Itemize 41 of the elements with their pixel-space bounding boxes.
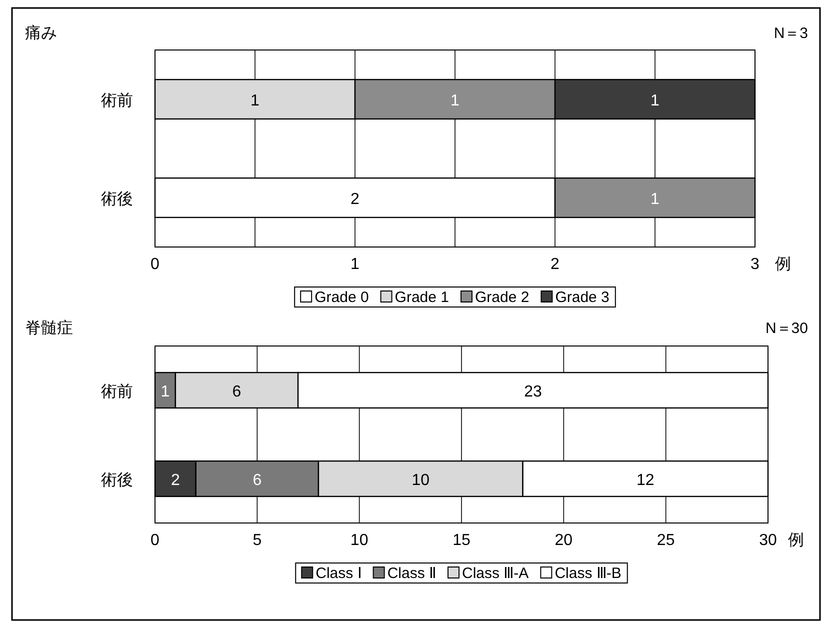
x-tick-label: 0 (150, 256, 160, 273)
y-tick-label: 術後 (101, 190, 133, 208)
data-label: 23 (524, 383, 542, 400)
text: N＝3 (774, 25, 808, 42)
legend-label: Grade 2 (475, 289, 530, 306)
x-axis-title: 例 (788, 532, 804, 549)
data-label: 6 (232, 383, 242, 400)
data-label: 1 (250, 92, 260, 110)
y-tick-label: 術後 (101, 470, 133, 489)
chart-title: 脊髄症 (25, 319, 73, 337)
y-tick-label: 術前 (101, 91, 133, 110)
data-label: 2 (170, 472, 180, 489)
x-tick-label: 5 (252, 532, 262, 549)
y-tick-label: 術前 (101, 382, 133, 400)
legend-label: Grade 1 (394, 289, 449, 306)
legend-label: Grade 0 (314, 289, 369, 306)
data-label: 1 (160, 383, 170, 400)
data-label: 1 (650, 92, 660, 110)
x-tick-label: 1 (350, 256, 360, 273)
x-tick-label: 2 (550, 256, 560, 273)
x-tick-label: 20 (554, 532, 573, 549)
data-label: 1 (450, 92, 460, 110)
data-label: 10 (412, 472, 430, 489)
x-tick-label: 25 (656, 532, 675, 549)
legend-label: Class Ⅰ (316, 565, 362, 582)
data-label: 2 (350, 190, 360, 208)
legend-label: Class Ⅲ-A (462, 565, 529, 582)
legend-label: Class Ⅲ-B (554, 565, 622, 582)
data-label: 6 (252, 472, 262, 489)
text: N＝30 (765, 320, 808, 337)
chart-title: 痛み (25, 24, 57, 42)
legend-label: Grade 3 (555, 289, 610, 306)
data-label: 1 (650, 190, 660, 208)
x-tick-label: 0 (150, 532, 160, 549)
legend-label: Class Ⅱ (387, 565, 436, 582)
x-tick-label: 15 (452, 532, 470, 549)
x-tick-label: 30 (759, 532, 777, 549)
x-tick-label: 10 (350, 532, 368, 549)
x-tick-label: 3 (750, 256, 760, 273)
x-axis-title: 例 (775, 256, 791, 273)
data-label: 12 (636, 472, 654, 489)
